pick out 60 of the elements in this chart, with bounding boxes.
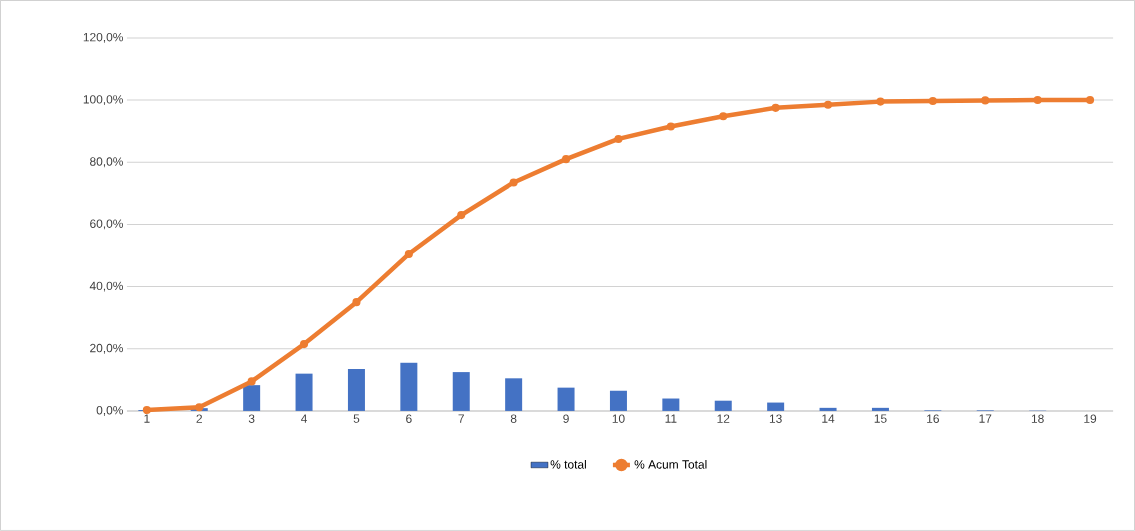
point (457, 211, 466, 220)
bar (871, 407, 889, 412)
x-tick-label: 14 (822, 414, 835, 423)
x-tick-label: 5 (353, 414, 360, 423)
x-tick-label: 15 (874, 414, 887, 423)
x-tick-label: 6 (406, 414, 412, 423)
point (876, 97, 885, 106)
point (719, 112, 728, 121)
bar (295, 373, 313, 412)
point (981, 96, 990, 105)
x-tick-label: 4 (301, 414, 308, 423)
point (509, 178, 518, 187)
y-tick-label: 80,0% (90, 157, 123, 168)
bar (400, 362, 418, 412)
y-tick-label: 40,0% (89, 281, 123, 292)
x-tick-label: 16 (927, 414, 939, 423)
x-tick-label: 2 (196, 414, 202, 423)
point (771, 103, 780, 112)
y-tick-label: 100,0% (83, 95, 123, 106)
x-tick-label: 12 (717, 414, 730, 423)
x-tick-label: 9 (563, 414, 569, 423)
bar (662, 398, 680, 412)
point (562, 155, 571, 164)
x-tick-label: 19 (1084, 414, 1097, 423)
y-tick-label: 60,0% (90, 219, 123, 230)
bar (557, 387, 575, 412)
x-tick-label: 13 (769, 414, 782, 423)
x-tick-label: 3 (248, 414, 255, 423)
y-tick-label: 120,0% (83, 33, 123, 43)
bar (609, 390, 627, 412)
x-tick-label: 18 (1031, 414, 1044, 423)
bar (452, 372, 470, 412)
bar (243, 385, 261, 412)
point (404, 249, 413, 259)
point (300, 340, 309, 349)
x-tick-label: 1 (144, 414, 150, 423)
legend-label: % Acum Total (634, 459, 707, 469)
bar (505, 378, 523, 412)
x-tick-label: 7 (458, 414, 464, 423)
x-tick-label: 11 (665, 414, 677, 423)
point (247, 377, 256, 386)
bar (767, 402, 785, 412)
x-tick-label: 8 (510, 414, 517, 423)
point (142, 406, 151, 415)
bar (714, 400, 732, 412)
bar (347, 369, 365, 412)
point (928, 97, 937, 106)
y-tick-label: 0,0% (96, 406, 123, 416)
point (614, 134, 623, 144)
x-tick-label: 17 (979, 414, 992, 423)
x-tick-label: 10 (612, 414, 625, 423)
point (824, 100, 833, 109)
bar (819, 407, 837, 412)
point (1033, 96, 1042, 105)
point (1086, 96, 1095, 105)
point (352, 298, 361, 307)
y-tick-label: 20,0% (90, 343, 123, 354)
point (666, 122, 675, 131)
point (195, 403, 204, 412)
legend-label: % total (550, 459, 586, 469)
